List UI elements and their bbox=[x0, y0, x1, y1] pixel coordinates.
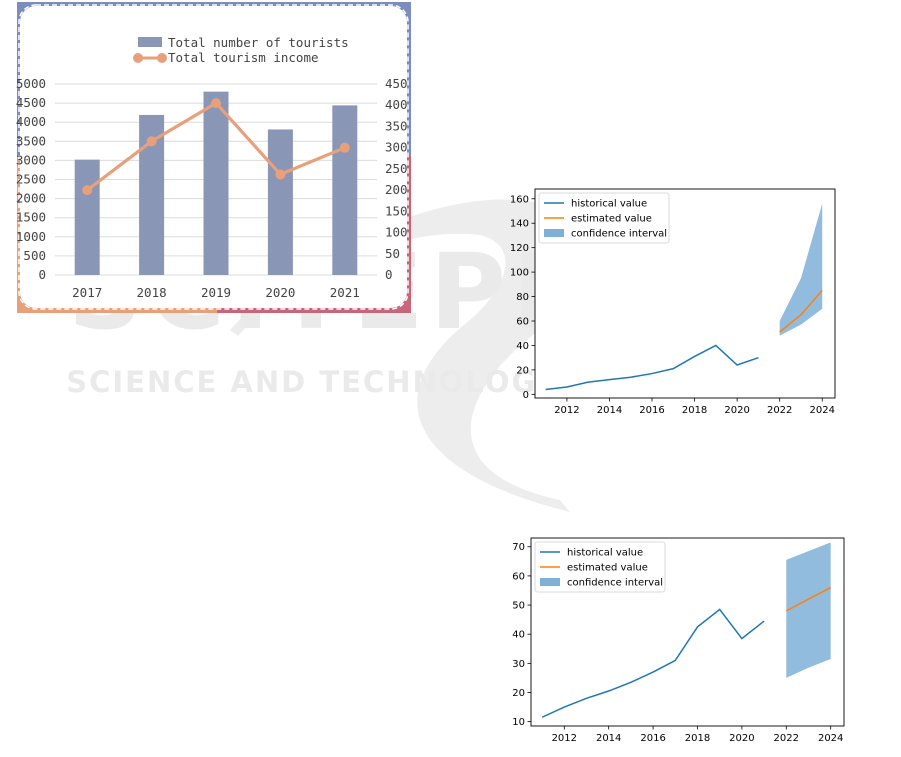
legend-label-tourists: Total number of tourists bbox=[168, 35, 349, 50]
x-tick-label: 2018 bbox=[685, 733, 710, 744]
y-tick-label-left: 3500 bbox=[16, 133, 46, 148]
y-tick-label-left: 4000 bbox=[16, 114, 46, 129]
x-tick-label: 2022 bbox=[774, 733, 799, 744]
income-point bbox=[275, 169, 286, 180]
y-tick-label-right: 50 bbox=[385, 246, 400, 261]
x-tick-label: 2014 bbox=[597, 405, 622, 416]
legend-historical-label: historical value bbox=[571, 199, 647, 210]
historical-value-line bbox=[545, 344, 759, 391]
y-tick-label: 0 bbox=[523, 390, 529, 401]
y-tick-label-right: 150 bbox=[385, 203, 408, 218]
estimated-value-line bbox=[785, 586, 832, 612]
legend-confidence-label: confidence interval bbox=[571, 229, 667, 240]
forecast-chart-1: 2012 2014 2016 2018 2020 2022 2024 0 20 40 60 80 100… bbox=[510, 188, 836, 416]
y-tick-label: 20 bbox=[516, 365, 529, 376]
x-tick-label: 2018 bbox=[137, 285, 167, 300]
y-tick-label-left: 500 bbox=[23, 248, 46, 263]
y-tick-label: 70 bbox=[512, 542, 525, 553]
x-tick-label: 2021 bbox=[330, 285, 360, 300]
frame-dashed-border bbox=[18, 4, 409, 310]
income-point bbox=[211, 98, 221, 109]
y-tick-label-left: 2500 bbox=[16, 172, 46, 187]
y-tick-label: 40 bbox=[512, 630, 525, 641]
x-tick-label: 2024 bbox=[818, 733, 843, 744]
y-tick-label-left: 3000 bbox=[16, 152, 46, 167]
tourism-bar-line-chart: 0500100015002000250030003500400045005000… bbox=[16, 2, 411, 313]
x-tick-label: 2022 bbox=[767, 405, 792, 416]
x-tick-label: 2016 bbox=[640, 733, 665, 744]
y-tick-label-right: 100 bbox=[385, 225, 408, 240]
confidence-interval-area bbox=[786, 542, 831, 678]
y-tick-label: 50 bbox=[512, 601, 525, 612]
axes-frame bbox=[530, 537, 845, 727]
y-tick-label: 140 bbox=[510, 219, 529, 230]
y-tick-label-left: 0 bbox=[38, 267, 46, 282]
y-tick-label-right: 450 bbox=[385, 76, 408, 91]
y-tick-label: 30 bbox=[512, 659, 525, 670]
legend-swatch-tourists bbox=[138, 37, 162, 47]
x-tick-label: 2020 bbox=[724, 405, 749, 416]
legend-estimated-label: estimated value bbox=[567, 563, 648, 574]
legend-confidence-swatch bbox=[540, 578, 560, 586]
y-tick-label-left: 2000 bbox=[16, 191, 46, 206]
y-tick-label-right: 350 bbox=[385, 118, 408, 133]
legend-historical-label: historical value bbox=[567, 548, 643, 559]
y-tick-label: 40 bbox=[516, 341, 529, 352]
y-tick-label: 80 bbox=[516, 292, 529, 303]
legend-marker-income bbox=[133, 53, 143, 63]
x-tick-label: 2017 bbox=[72, 285, 102, 300]
bar-tourists bbox=[203, 91, 229, 275]
income-point bbox=[339, 142, 350, 153]
y-tick-label: 100 bbox=[510, 268, 529, 279]
axes-frame bbox=[534, 188, 836, 399]
legend-box bbox=[534, 541, 666, 593]
y-tick-label: 120 bbox=[510, 243, 529, 254]
legend-confidence-swatch bbox=[544, 229, 564, 237]
y-tick-label-right: 200 bbox=[385, 182, 408, 197]
y-tick-label-left: 1000 bbox=[16, 229, 46, 244]
estimated-value-line bbox=[779, 289, 823, 333]
y-tick-label: 60 bbox=[512, 571, 525, 582]
legend-label-income: Total tourism income bbox=[168, 50, 319, 65]
bar-tourists bbox=[267, 129, 293, 275]
y-tick-label-right: 400 bbox=[385, 97, 408, 112]
legend-confidence-label: confidence interval bbox=[567, 578, 663, 589]
x-tick-label: 2016 bbox=[639, 405, 664, 416]
forecast-chart-2: 2012 2014 2016 2018 2020 2022 2024 10 20 30 40 50 60… bbox=[512, 537, 845, 744]
bar-tourists bbox=[332, 105, 358, 275]
x-tick-label: 2019 bbox=[201, 285, 231, 300]
x-tick-label: 2024 bbox=[810, 405, 835, 416]
x-tick-label: 2012 bbox=[554, 405, 579, 416]
historical-value-line bbox=[541, 608, 765, 718]
y-tick-label: 160 bbox=[510, 194, 529, 205]
y-tick-label-left: 4500 bbox=[16, 95, 46, 110]
x-tick-label: 2012 bbox=[552, 733, 577, 744]
income-point bbox=[146, 136, 157, 147]
legend-marker-income bbox=[157, 53, 167, 63]
income-point bbox=[82, 185, 93, 196]
y-tick-label-right: 250 bbox=[385, 161, 408, 176]
y-tick-label: 20 bbox=[512, 688, 525, 699]
x-tick-label: 2020 bbox=[265, 285, 295, 300]
y-tick-label-left: 5000 bbox=[16, 76, 46, 91]
x-tick-label: 2018 bbox=[682, 405, 707, 416]
x-tick-label: 2014 bbox=[596, 733, 621, 744]
bar-tourists bbox=[74, 159, 100, 275]
y-tick-label-left: 1500 bbox=[16, 210, 46, 225]
y-tick-label: 10 bbox=[512, 717, 525, 728]
legend-estimated-label: estimated value bbox=[571, 214, 652, 225]
x-tick-label: 2020 bbox=[729, 733, 754, 744]
y-tick-label-right: 300 bbox=[385, 140, 408, 155]
y-tick-label: 60 bbox=[516, 317, 529, 328]
y-tick-label-right: 0 bbox=[385, 267, 393, 282]
legend-box bbox=[538, 192, 670, 244]
